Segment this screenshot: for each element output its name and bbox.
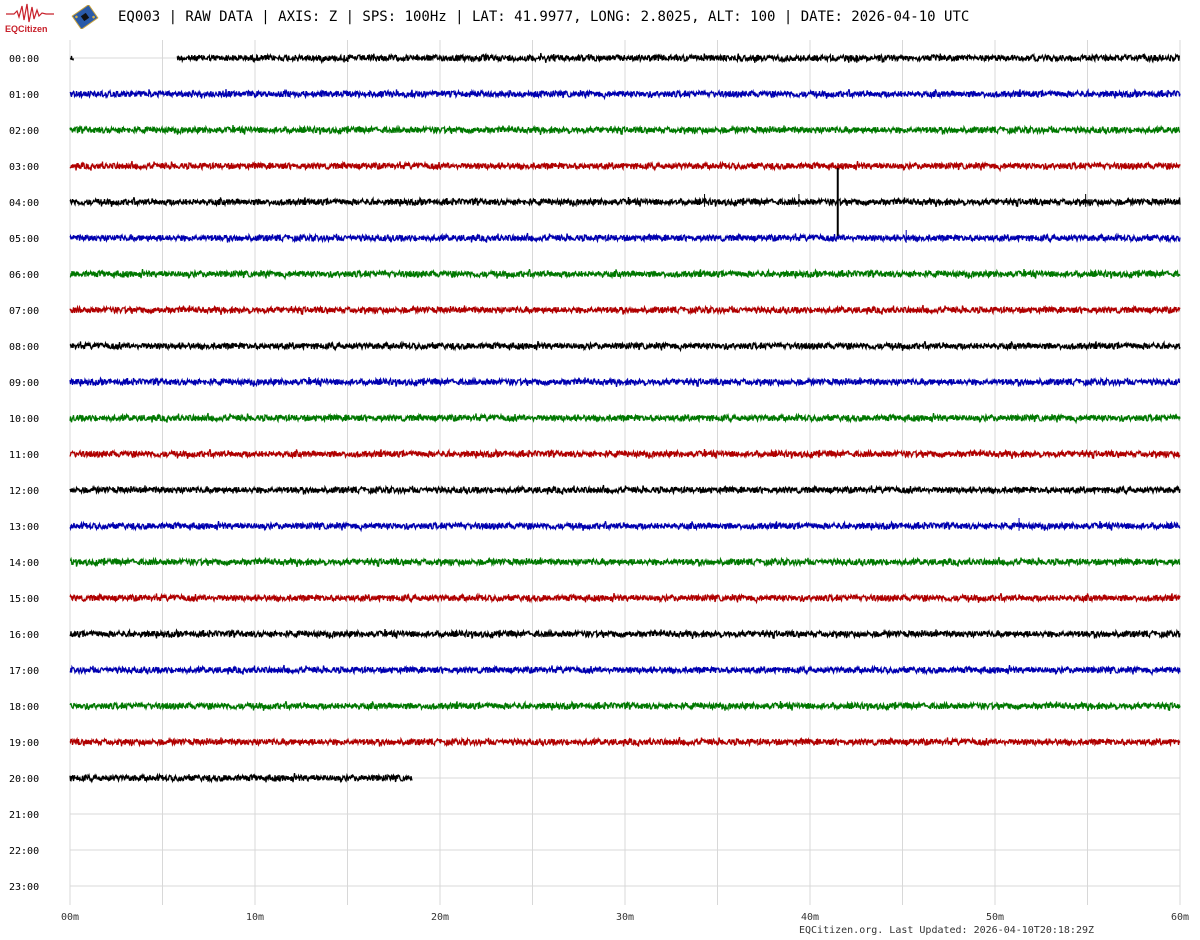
y-tick-label: 22:00 bbox=[9, 846, 39, 857]
trace-1900 bbox=[69, 736, 1181, 748]
trace-0000 bbox=[69, 55, 75, 61]
trace-1500 bbox=[69, 592, 1181, 605]
y-tick-label: 09:00 bbox=[9, 378, 39, 389]
y-tick-label: 13:00 bbox=[9, 522, 39, 533]
y-tick-label: 05:00 bbox=[9, 234, 39, 245]
y-tick-label: 17:00 bbox=[9, 666, 39, 677]
logo-text: EQCitizen bbox=[5, 24, 48, 34]
trace-0200 bbox=[69, 124, 1181, 136]
trace-1600 bbox=[69, 628, 1181, 640]
trace-1300 bbox=[69, 520, 1181, 533]
y-tick-label: 21:00 bbox=[9, 810, 39, 821]
x-tick-label: 30m bbox=[616, 912, 634, 923]
x-tick-label: 40m bbox=[801, 912, 819, 923]
y-tick-label: 18:00 bbox=[9, 702, 39, 713]
y-tick-label: 14:00 bbox=[9, 558, 39, 569]
trace-0100 bbox=[69, 88, 1181, 101]
trace-0500 bbox=[69, 232, 1181, 244]
x-tick-label: 10m bbox=[246, 912, 264, 923]
trace-2000 bbox=[69, 772, 413, 784]
trace-0000 bbox=[176, 52, 1181, 65]
x-tick-label: 00m bbox=[61, 912, 79, 923]
trace-0800 bbox=[69, 340, 1181, 353]
trace-0300 bbox=[69, 160, 1181, 173]
trace-1200 bbox=[69, 484, 1181, 496]
trace-0600 bbox=[69, 268, 1181, 281]
y-tick-label: 11:00 bbox=[9, 450, 39, 461]
y-tick-label: 08:00 bbox=[9, 342, 39, 353]
y-tick-label: 04:00 bbox=[9, 198, 39, 209]
eqcitizen-logo bbox=[6, 3, 54, 23]
trace-1100 bbox=[69, 448, 1181, 460]
x-tick-label: 60m bbox=[1171, 912, 1189, 923]
last-updated-footer: EQCitizen.org. Last Updated: 2026-04-10T… bbox=[799, 925, 1095, 936]
y-tick-label: 12:00 bbox=[9, 486, 39, 497]
y-tick-label: 23:00 bbox=[9, 882, 39, 893]
sensor-board-icon bbox=[71, 5, 99, 29]
y-tick-label: 02:00 bbox=[9, 126, 39, 137]
trace-1000 bbox=[69, 412, 1181, 425]
x-tick-label: 50m bbox=[986, 912, 1004, 923]
trace-0700 bbox=[69, 304, 1181, 316]
trace-1800 bbox=[69, 700, 1181, 712]
y-tick-label: 19:00 bbox=[9, 738, 39, 749]
y-tick-label: 10:00 bbox=[9, 414, 39, 425]
trace-0900 bbox=[69, 376, 1181, 388]
x-tick-label: 20m bbox=[431, 912, 449, 923]
trace-1400 bbox=[69, 556, 1181, 568]
y-tick-label: 01:00 bbox=[9, 90, 39, 101]
y-tick-label: 20:00 bbox=[9, 774, 39, 785]
y-tick-label: 03:00 bbox=[9, 162, 39, 173]
y-tick-label: 06:00 bbox=[9, 270, 39, 281]
y-tick-label: 07:00 bbox=[9, 306, 39, 317]
y-tick-label: 15:00 bbox=[9, 594, 39, 605]
trace-1700 bbox=[69, 664, 1181, 677]
trace-0400 bbox=[69, 196, 1181, 208]
chart-title: EQ003 | RAW DATA | AXIS: Z | SPS: 100Hz … bbox=[118, 9, 970, 25]
y-tick-label: 00:00 bbox=[9, 54, 39, 65]
y-tick-label: 16:00 bbox=[9, 630, 39, 641]
